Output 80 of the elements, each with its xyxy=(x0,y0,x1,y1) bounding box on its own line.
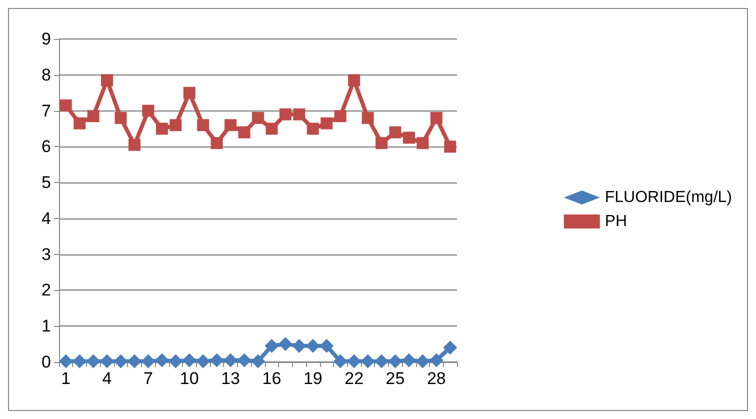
point xyxy=(333,354,348,368)
point xyxy=(429,353,444,368)
point xyxy=(154,353,169,368)
y-tick-label: 4 xyxy=(42,208,51,228)
point xyxy=(183,86,196,99)
y-tick-label: 2 xyxy=(42,280,51,300)
point xyxy=(182,353,196,368)
y-tick-label: 8 xyxy=(42,65,51,84)
point xyxy=(210,137,223,150)
point xyxy=(237,353,252,368)
point xyxy=(416,137,429,150)
point xyxy=(156,122,168,135)
x-tick-label: 22 xyxy=(344,369,364,388)
x-tick-label: 10 xyxy=(180,369,199,388)
point xyxy=(430,112,442,124)
y-tick-label: 7 xyxy=(42,101,51,120)
point xyxy=(142,104,154,117)
point xyxy=(210,353,224,368)
point xyxy=(72,354,87,368)
point xyxy=(320,117,333,130)
point xyxy=(264,338,279,353)
point xyxy=(224,119,237,132)
point xyxy=(60,99,72,112)
x-tick-label: 16 xyxy=(262,369,282,388)
x-tick-label: 13 xyxy=(221,369,240,388)
point xyxy=(279,108,292,120)
point xyxy=(374,354,389,368)
point xyxy=(347,354,362,368)
point xyxy=(58,354,73,368)
y-tick-label: 0 xyxy=(42,352,51,372)
point xyxy=(86,354,100,368)
x-tick-label: 19 xyxy=(303,369,322,388)
x-tick-label: 7 xyxy=(143,369,153,388)
point xyxy=(402,132,415,144)
point xyxy=(360,354,375,368)
y-tick-label: 3 xyxy=(42,244,51,264)
point xyxy=(278,337,292,352)
point xyxy=(389,126,402,138)
point xyxy=(170,119,182,132)
point xyxy=(388,354,402,368)
x-tick-label: 1 xyxy=(61,369,71,388)
point xyxy=(320,338,334,353)
point xyxy=(128,138,140,151)
point xyxy=(224,353,238,368)
point xyxy=(306,338,320,353)
point xyxy=(292,338,306,353)
point xyxy=(266,122,278,135)
point xyxy=(444,140,456,153)
y-tick-label: 5 xyxy=(42,173,51,192)
point xyxy=(238,126,250,138)
point xyxy=(74,117,86,130)
point xyxy=(443,340,458,355)
point xyxy=(196,354,210,368)
point xyxy=(100,354,114,368)
point xyxy=(101,74,114,86)
point xyxy=(416,354,430,368)
legend-label: FLUORIDE(mg/L) xyxy=(604,189,732,206)
point xyxy=(376,137,388,150)
point xyxy=(402,353,416,368)
point xyxy=(348,74,360,86)
y-tick-label: 9 xyxy=(42,30,51,48)
point xyxy=(251,354,265,368)
point xyxy=(127,354,142,368)
legend-label: PH xyxy=(604,213,628,230)
x-tick-label: 4 xyxy=(102,369,112,388)
point xyxy=(306,122,319,135)
point xyxy=(114,112,127,124)
point xyxy=(293,108,306,120)
point xyxy=(141,354,156,368)
x-tick-label: 28 xyxy=(426,369,446,388)
x-tick-label: 25 xyxy=(386,369,405,388)
point xyxy=(168,354,183,368)
point xyxy=(87,110,100,122)
point xyxy=(252,112,264,124)
point xyxy=(334,110,346,122)
point xyxy=(114,354,128,368)
point xyxy=(362,112,374,124)
y-tick-label: 1 xyxy=(42,316,51,336)
y-tick-label: 6 xyxy=(42,137,51,156)
point xyxy=(197,119,210,132)
